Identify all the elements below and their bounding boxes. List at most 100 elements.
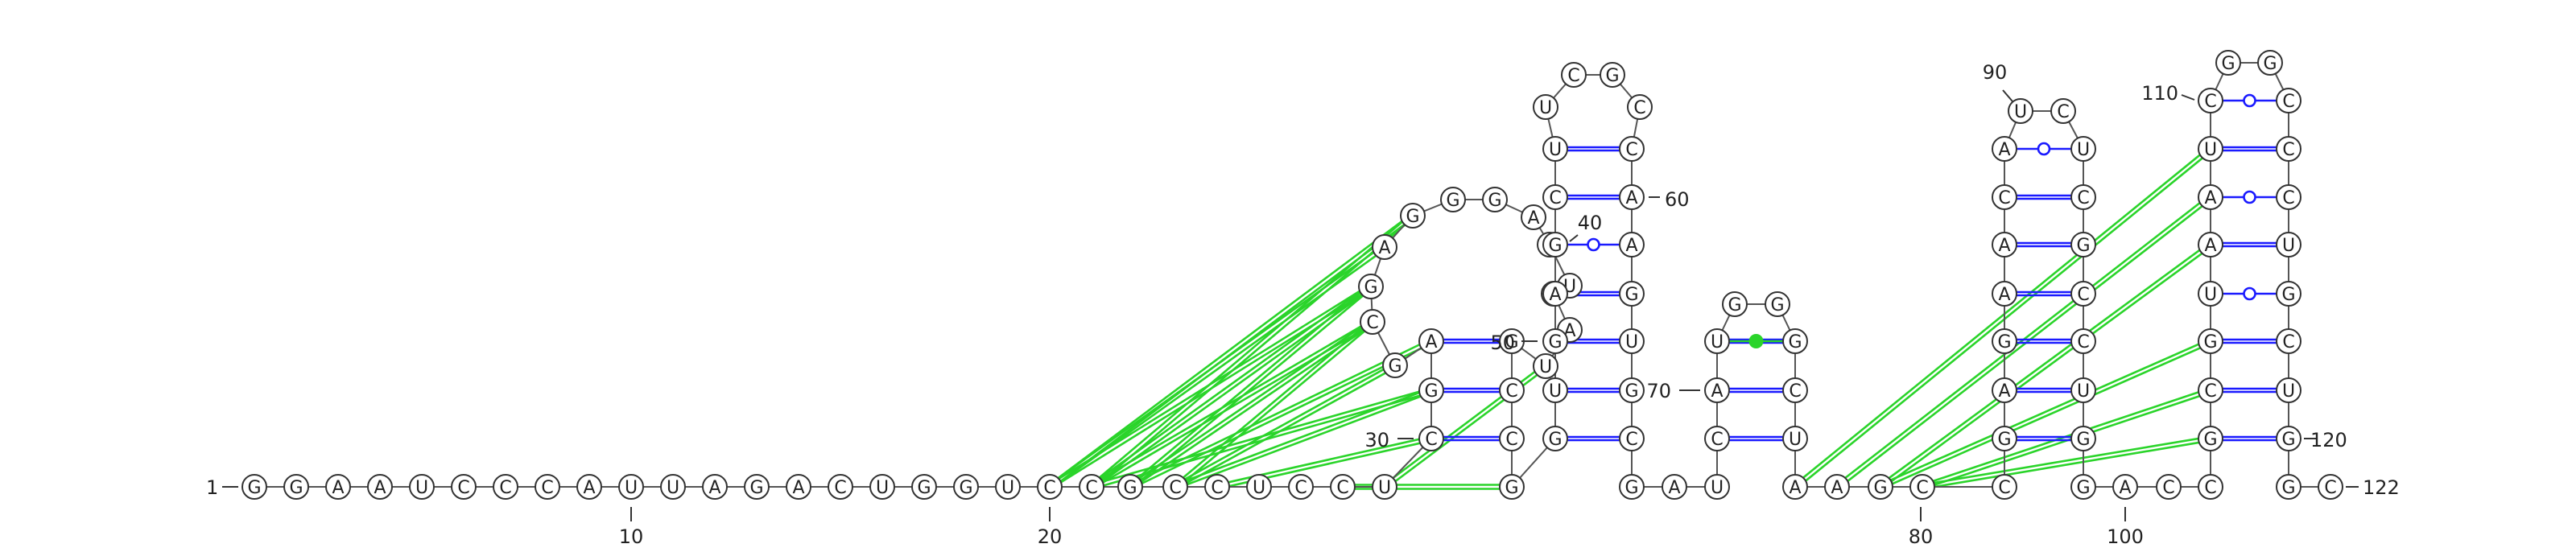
- nucleotide: G: [2198, 328, 2223, 354]
- nucleotide: A: [1704, 377, 1730, 403]
- nucleotide-letter: G: [1788, 332, 1802, 352]
- nucleotide: U: [660, 474, 686, 500]
- gu-pair-marker: [2243, 190, 2256, 204]
- nucleotide-letter: C: [2282, 140, 2294, 160]
- nucleotide-letter: C: [2324, 478, 2336, 498]
- nucleotide-circle: [660, 474, 686, 500]
- nucleotide-circle: [1619, 426, 1645, 451]
- nucleotide: U: [1246, 474, 1272, 500]
- nucleotide-circle: [535, 474, 560, 500]
- nucleotide-letter: C: [2057, 102, 2069, 122]
- nucleotide-letter: C: [2282, 332, 2294, 352]
- nucleotide-circle: [618, 474, 644, 500]
- nucleotide: U: [1533, 353, 1558, 379]
- nucleotide-letter: G: [1997, 332, 2011, 352]
- nucleotide: G: [1992, 328, 2017, 354]
- pseudoknot-pair-line: [1175, 366, 1397, 490]
- nucleotide: G: [1440, 187, 1466, 212]
- nucleotide-letter: U: [1378, 478, 1391, 498]
- pseudoknot-pair-line: [1793, 146, 2211, 487]
- nucleotide-circle: [1619, 328, 1645, 354]
- nucleotide-circle: [2198, 328, 2223, 354]
- nucleotide: A: [367, 474, 393, 500]
- position-label: 120: [2310, 429, 2347, 451]
- nucleotide-circle: [1542, 377, 1568, 403]
- nucleotide-letter: A: [1998, 140, 2010, 160]
- nucleotide-circle: [1117, 474, 1143, 500]
- nucleotide: G: [1358, 274, 1384, 299]
- nucleotide-circle: [1992, 184, 2017, 210]
- position-label: 50: [1490, 332, 1515, 354]
- nucleotide-letter: C: [1085, 478, 1097, 498]
- nucleotide: G: [1418, 377, 1444, 403]
- nucleotide-circle: [1619, 184, 1645, 210]
- nucleotide-letter: U: [667, 478, 679, 498]
- nucleotide-circle: [1288, 474, 1314, 500]
- nucleotide: C: [1909, 474, 1935, 500]
- nucleotide-letter: A: [1831, 478, 1843, 498]
- nucleotide-letter: U: [1789, 430, 1802, 450]
- nucleotide-circle: [2276, 281, 2301, 307]
- nucleotide-letter: G: [1364, 278, 1377, 298]
- position-label: 30: [1364, 429, 1389, 451]
- nucleotide-letter: A: [1998, 236, 2010, 256]
- nucleotide-letter: A: [374, 478, 386, 498]
- nucleotide-circle: [1372, 474, 1397, 500]
- nucleotide: A: [1418, 328, 1444, 354]
- nucleotide-circle: [1037, 474, 1063, 500]
- nucleotide-letter: G: [1624, 285, 1638, 305]
- position-tick: [1569, 234, 1579, 242]
- pseudoknot-pair-line: [1173, 319, 1373, 487]
- nucleotide-letter: G: [1997, 430, 2011, 450]
- nucleotide: U: [1372, 474, 1397, 500]
- nucleotide-circle: [1246, 474, 1272, 500]
- pseudoknot-pair-line: [1089, 213, 1413, 487]
- nucleotide-letter: A: [1625, 236, 1637, 256]
- pseudoknot-pair-line: [1878, 241, 2211, 487]
- nucleotide-circle: [2198, 377, 2223, 403]
- nucleotide: C: [1079, 474, 1104, 500]
- nucleotide: G: [1542, 328, 1568, 354]
- nucleotide-circle: [1600, 62, 1625, 88]
- nucleotide: A: [1992, 377, 2017, 403]
- position-tick: [2181, 94, 2195, 101]
- nucleotide: C: [451, 474, 477, 500]
- position-label: 122: [2363, 476, 2400, 499]
- nucleotide: C: [2070, 328, 2096, 354]
- position-label: 10: [619, 525, 644, 548]
- nucleotide-letter: C: [1169, 478, 1181, 498]
- pseudoknot-pair-line: [1175, 391, 1433, 490]
- nucleotide-letter: U: [1711, 478, 1724, 498]
- pseudoknot-pair-line: [1090, 319, 1373, 486]
- nucleotide-circle: [2215, 50, 2241, 76]
- nucleotide-circle: [1204, 474, 1230, 500]
- position-label: 90: [1983, 61, 2008, 84]
- position-tick: [2002, 89, 2013, 102]
- nucleotide-letter: A: [1527, 208, 1539, 229]
- nucleotide: C: [1782, 377, 1808, 403]
- nucleotide-circle: [1992, 377, 2017, 403]
- nucleotide-letter: A: [2204, 188, 2216, 208]
- nucleotide-circle: [493, 474, 518, 500]
- nucleotide-circle: [1499, 377, 1525, 403]
- nucleotide: G: [1619, 474, 1645, 500]
- nucleotide: G: [1619, 377, 1645, 403]
- nucleotide: G: [1117, 474, 1143, 500]
- pseudoknot-pair-line: [1175, 322, 1375, 489]
- nucleotide-letter: C: [2204, 92, 2216, 112]
- nucleotide: U: [2276, 232, 2301, 258]
- nucleotide-letter: C: [834, 478, 846, 498]
- nucleotide-letter: G: [959, 478, 972, 498]
- nucleotide-letter: U: [1253, 478, 1265, 498]
- nucleotide-letter: G: [1605, 66, 1619, 86]
- pseudoknot-pairs: [1047, 146, 2213, 490]
- pseudoknot-pair-line: [1130, 286, 1373, 489]
- nucleotide-circle: [1372, 234, 1397, 260]
- nucleotide-letter: A: [1425, 332, 1437, 352]
- nucleotide: G: [2257, 50, 2283, 76]
- nucleotide-circle: [1418, 426, 1444, 451]
- nucleotide-circle: [744, 474, 770, 500]
- nucleotide-circle: [1868, 474, 1893, 500]
- nucleotide-letter: C: [1366, 313, 1378, 333]
